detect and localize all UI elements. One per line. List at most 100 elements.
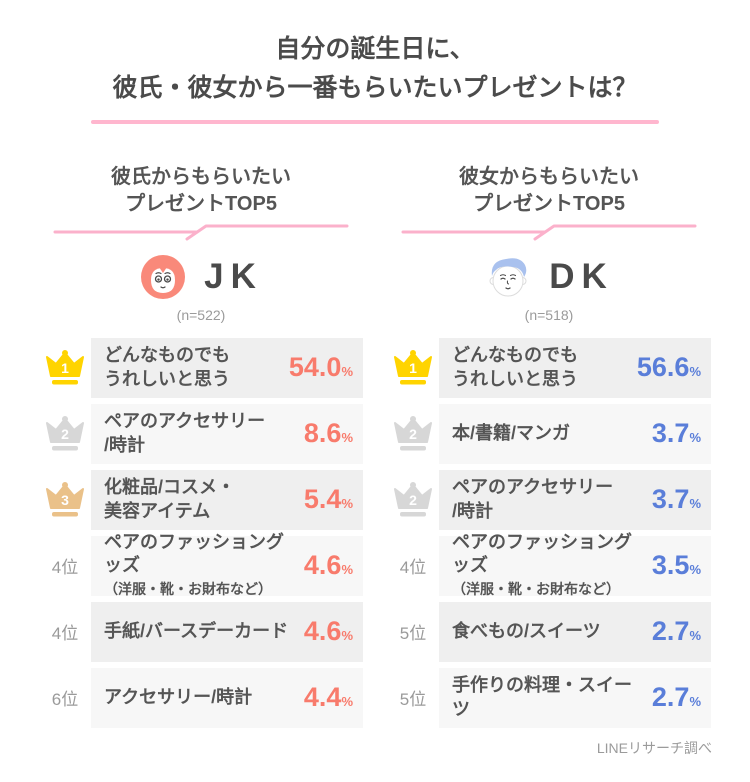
column-jk-header-line2: プレゼントTOP5 [125, 192, 277, 215]
item-value: 3.5% [651, 550, 701, 580]
ranking-row: 1 どんなものでも うれしいと思う 56.6% [387, 337, 711, 398]
crown-gold-icon: 1 [46, 349, 84, 384]
svg-text:2: 2 [409, 426, 417, 442]
crown-bronze-icon: 3 [46, 481, 84, 516]
ranking-row-content: ペアのファッショングッズ （洋服・靴・お財布など） 3.5% [439, 532, 711, 597]
item-label: 化粧品/コスメ・ 美容アイテム [104, 477, 236, 521]
ranking-row: 2 ペアのアクセサリー/時計 8.6% [39, 403, 363, 464]
item-label: どんなものでも うれしいと思う [104, 345, 230, 389]
item-label: 食べもの/スイーツ [452, 620, 601, 641]
persona-jk-label: JK [204, 256, 263, 296]
ranking-row: 6位 アクセサリー/時計 4.4% [39, 667, 363, 728]
column-dk-header-line2: プレゼントTOP5 [473, 192, 625, 215]
source-credit: LINEリサーチ調べ [596, 740, 712, 756]
item-value: 5.4% [303, 484, 353, 514]
item-sublabel: （洋服・靴・お財布など） [452, 581, 620, 598]
ranking-row: 4位 手紙/バースデーカード 4.6% [39, 601, 363, 662]
svg-text:1: 1 [61, 360, 69, 376]
ranking-row: 4位 ペアのファッショングッズ （洋服・靴・お財布など） 4.6% [39, 532, 363, 597]
item-value: 4.6% [303, 550, 353, 580]
item-value: 2.7% [651, 616, 701, 646]
rank-cell: 5位 [387, 601, 439, 662]
crown-silver-icon: 2 [394, 415, 432, 450]
ranking-row-content: ペアのアクセサリー/時計 8.6% [91, 403, 363, 464]
svg-text:2: 2 [409, 492, 417, 508]
ranking-row-content: 手紙/バースデーカード 4.6% [91, 601, 363, 662]
item-label: アクセサリー/時計 [104, 686, 253, 707]
item-value: 4.6% [303, 616, 353, 646]
boy-face-icon [489, 257, 527, 296]
item-label: ペアのファッショングッズ （洋服・靴・お財布など） [104, 531, 284, 598]
column-jk-header: 彼氏からもらいたい プレゼントTOP5 [39, 164, 363, 218]
sample-size-dk: (n=518) [524, 306, 574, 323]
rank-cell: 2 [39, 403, 91, 464]
ranking-row: 2 ペアのアクセサリー/時計 3.7% [387, 469, 711, 530]
ranking-row: 2 本/書籍/マンガ 3.7% [387, 403, 711, 464]
column-dk-header-line1: 彼女からもらいたい [459, 165, 639, 188]
rank-cell: 2 [387, 469, 439, 530]
svg-text:3: 3 [61, 492, 69, 508]
crown-gold-icon: 1 [394, 349, 432, 384]
rank-cell: 1 [39, 337, 91, 398]
girl-face-icon [141, 254, 186, 299]
rank-cell: 4位 [387, 535, 439, 596]
item-label: ペアのアクセサリー/時計 [104, 411, 266, 455]
rank-cell: 3 [39, 469, 91, 530]
title-underline-decoration [91, 119, 659, 124]
ranking-row-content: どんなものでも うれしいと思う 54.0% [91, 337, 363, 398]
crown-silver-icon: 2 [46, 415, 84, 450]
header: 自分の誕生日に、 彼氏・彼女から一番もらいたいプレゼントは？ [0, 30, 750, 124]
item-value: 54.0% [288, 352, 353, 382]
ranking-list-jk: 1 どんなものでも うれしいと思う 54.0% 2 ペアのアクセサリー/時計 8.6% 3 化粧… [39, 337, 363, 728]
ranking-row-content: ペアのファッショングッズ （洋服・靴・お財布など） 4.6% [91, 532, 363, 597]
item-label: 手紙/バースデーカード [104, 620, 289, 641]
pink-swoosh-divider [53, 224, 349, 240]
item-value: 3.7% [651, 484, 701, 514]
ranking-row: 4位 ペアのファッショングッズ （洋服・靴・お財布など） 3.5% [387, 532, 711, 597]
rank-label: 6位 [51, 690, 79, 709]
column-jk-header-line1: 彼氏からもらいたい [111, 165, 291, 188]
page-title-line2: 彼氏・彼女から一番もらいたいプレゼントは？ [112, 73, 638, 102]
item-label: どんなものでも うれしいと思う [452, 345, 578, 389]
item-value: 56.6% [636, 352, 701, 382]
item-label: 本/書籍/マンガ [452, 422, 571, 443]
item-value: 2.7% [651, 682, 701, 712]
item-sublabel: （洋服・靴・お財布など） [104, 581, 272, 598]
crown-silver-icon: 2 [394, 481, 432, 516]
rank-cell: 4位 [39, 601, 91, 662]
column-dk: 彼女からもらいたい プレゼントTOP5 [387, 164, 711, 728]
ranking-columns: 彼氏からもらいたい プレゼントTOP5 [0, 164, 750, 728]
rank-label: 4位 [51, 558, 79, 577]
column-jk: 彼氏からもらいたい プレゼントTOP5 [39, 164, 363, 728]
ranking-row-content: 化粧品/コスメ・ 美容アイテム 5.4% [91, 469, 363, 530]
rank-cell: 4位 [39, 535, 91, 596]
rank-label: 5位 [399, 624, 427, 643]
rank-label: 5位 [399, 690, 427, 709]
svg-text:2: 2 [61, 426, 69, 442]
ranking-list-dk: 1 どんなものでも うれしいと思う 56.6% 2 本/書籍/マンガ 3.7% 2 ペアのアクセ… [387, 337, 711, 728]
page-title: 自分の誕生日に、 彼氏・彼女から一番もらいたいプレゼントは？ [0, 30, 750, 108]
pink-swoosh-divider [401, 224, 697, 240]
item-label: 手作りの料理・スイーツ [452, 675, 632, 719]
ranking-row-content: どんなものでも うれしいと思う 56.6% [439, 337, 711, 398]
ranking-row: 5位 食べもの/スイーツ 2.7% [387, 601, 711, 662]
rank-cell: 5位 [387, 667, 439, 728]
ranking-row: 5位 手作りの料理・スイーツ 2.7% [387, 667, 711, 728]
ranking-row: 1 どんなものでも うれしいと思う 54.0% [39, 337, 363, 398]
persona-dk-label: DK [549, 256, 614, 296]
ranking-row-content: 食べもの/スイーツ 2.7% [439, 601, 711, 662]
item-value: 3.7% [651, 418, 701, 448]
ranking-row: 3 化粧品/コスメ・ 美容アイテム 5.4% [39, 469, 363, 530]
item-value: 8.6% [303, 418, 353, 448]
column-dk-header: 彼女からもらいたい プレゼントTOP5 [387, 164, 711, 218]
ranking-row-content: 本/書籍/マンガ 3.7% [439, 403, 711, 464]
ranking-row-content: アクセサリー/時計 4.4% [91, 667, 363, 728]
page-title-line1: 自分の誕生日に、 [275, 35, 475, 63]
ranking-row-content: 手作りの料理・スイーツ 2.7% [439, 667, 711, 728]
item-label: ペアのアクセサリー/時計 [452, 477, 614, 521]
svg-text:1: 1 [409, 360, 417, 376]
item-value: 4.4% [303, 682, 353, 712]
persona-dk: DK [387, 252, 711, 302]
item-label: ペアのファッショングッズ （洋服・靴・お財布など） [452, 531, 632, 598]
